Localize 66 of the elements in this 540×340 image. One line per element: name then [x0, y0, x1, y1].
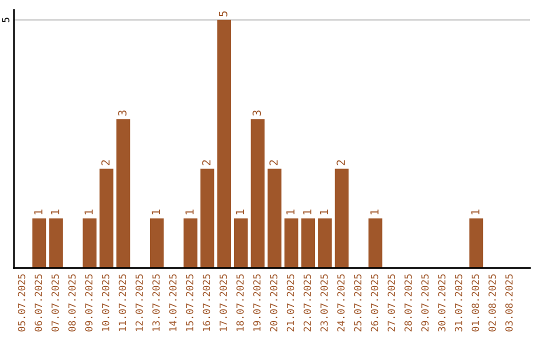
data-label: 5: [219, 11, 228, 16]
bar: [150, 218, 164, 268]
x-tick-label: 30.07.2025: [438, 274, 446, 332]
data-label: 1: [320, 210, 328, 214]
data-label: 1: [34, 210, 42, 214]
bar: [318, 218, 332, 268]
bar: [116, 119, 130, 268]
data-label: 3: [252, 110, 261, 116]
data-label: 1: [84, 210, 93, 214]
data-label: 2: [101, 160, 110, 166]
data-label: 2: [269, 160, 278, 166]
data-label: 1: [303, 210, 312, 214]
x-tick-label: 16.07.2025: [202, 274, 210, 331]
x-tick-label: 29.07.2025: [421, 274, 429, 332]
bar: [334, 168, 349, 268]
bar: [301, 218, 316, 268]
data-label: 2: [202, 160, 210, 166]
bar: [100, 168, 114, 268]
x-tick-label: 02.08.2025: [488, 274, 496, 332]
data-label: 2: [336, 160, 345, 166]
x-tick-label: 19.07.2025: [253, 274, 261, 331]
x-tick-label: 09.07.2025: [85, 274, 92, 332]
data-label: 1: [185, 210, 194, 214]
x-tick-label: 14.07.2025: [169, 274, 177, 331]
bar: [49, 218, 63, 268]
x-tick-label: 27.07.2025: [388, 274, 396, 332]
x-tick-label: 31.07.2025: [454, 274, 462, 332]
x-tick-label: 11.07.2025: [118, 274, 126, 331]
bar: [234, 218, 248, 268]
x-tick-label: 23.07.2025: [320, 274, 328, 332]
bar: [200, 168, 214, 268]
x-tick-label: 06.07.2025: [34, 274, 42, 332]
x-tick-label: 15.07.2025: [186, 274, 194, 331]
bar: [184, 218, 198, 268]
x-tick-label: 17.07.2025: [220, 274, 227, 331]
x-tick-label: 22.07.2025: [304, 274, 311, 332]
x-tick-label: 01.08.2025: [472, 274, 480, 332]
x-tick-label: 03.08.2025: [505, 274, 513, 332]
data-label: 1: [286, 210, 294, 214]
bar: [32, 218, 46, 268]
data-label: 1: [236, 210, 244, 214]
data-label: 3: [118, 110, 127, 116]
x-tick-label: 05.07.2025: [18, 274, 26, 332]
bar: [368, 218, 382, 268]
x-tick-label: 12.07.2025: [136, 274, 143, 331]
bar: [217, 20, 231, 268]
x-tick-label: 08.07.2025: [68, 274, 76, 332]
x-tick-label: 18.07.2025: [236, 274, 244, 331]
data-label: 1: [370, 210, 378, 214]
x-tick-label: 28.07.2025: [404, 274, 412, 332]
x-tick-label: 26.07.2025: [370, 274, 378, 332]
bar: [469, 218, 484, 268]
data-label: 1: [471, 210, 480, 214]
x-tick-label: 10.07.2025: [102, 274, 110, 331]
data-label: 1: [152, 210, 160, 214]
x-tick-label: 21.07.2025: [286, 274, 294, 332]
x-tick-label: 24.07.2025: [337, 274, 345, 332]
x-tick-label: 20.07.2025: [270, 274, 278, 332]
data-label: 1: [51, 210, 60, 214]
bar: [268, 168, 282, 268]
x-tick-label: 25.07.2025: [354, 274, 362, 332]
x-tick-label: 13.07.2025: [152, 274, 160, 331]
bar: [82, 218, 97, 268]
bar: [250, 119, 265, 268]
x-tick-label: 07.07.2025: [52, 274, 59, 332]
bar: [284, 218, 298, 268]
